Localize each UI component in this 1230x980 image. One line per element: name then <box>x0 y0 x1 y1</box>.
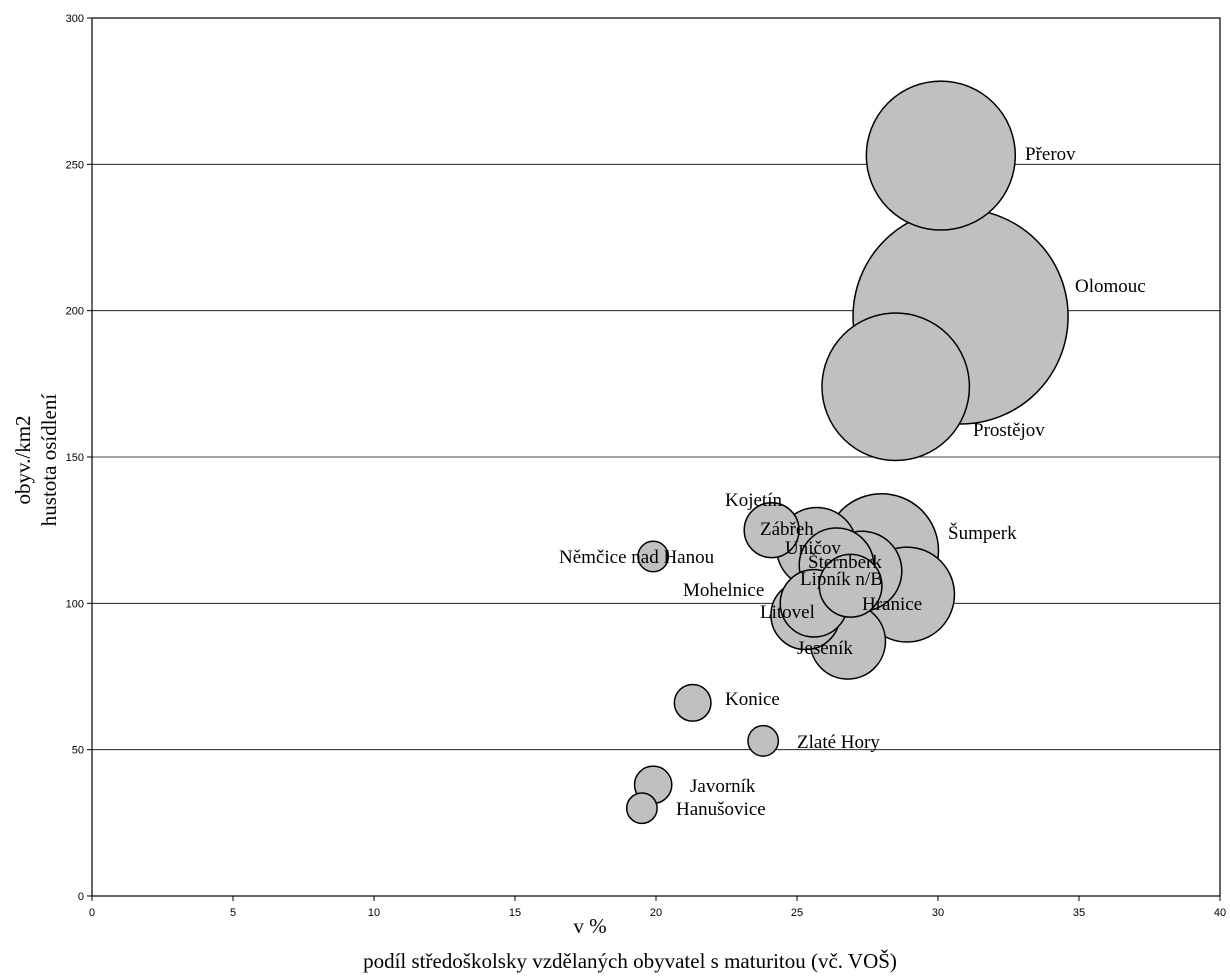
x-tick-label: 25 <box>791 907 803 919</box>
x-axis-ticks: 0 5 10 15 20 25 30 35 40 <box>89 896 1226 919</box>
x-tick-label: 15 <box>509 907 521 919</box>
bubble <box>821 312 971 462</box>
bubble <box>747 724 780 757</box>
bubble-label: Šternberk <box>808 551 882 573</box>
y-tick-label: 0 <box>78 891 84 903</box>
x-axis-title: podíl středoškolsky vzdělaných obyvatel … <box>363 949 897 973</box>
bubble-label: Litovel <box>760 602 815 623</box>
x-tick-label: 10 <box>368 907 380 919</box>
bubble-label: Hranice <box>862 594 922 615</box>
x-tick-label: 35 <box>1073 907 1085 919</box>
bubble <box>625 792 658 825</box>
gridlines <box>92 163 1220 751</box>
y-tick-label: 150 <box>66 452 84 464</box>
y-tick-label: 200 <box>66 306 84 318</box>
bubble <box>637 540 670 573</box>
x-tick-label: 40 <box>1214 907 1226 919</box>
bubble-label: Olomouc <box>1075 276 1146 297</box>
bubble-label: Prostějov <box>973 420 1045 441</box>
y-axis-title-line1: obyv./km2 <box>11 415 35 504</box>
y-tick-label: 300 <box>66 13 84 25</box>
bubble-label: Zlaté Hory <box>797 732 880 753</box>
bubble-labels: Přerov Olomouc Prostějov Šumperk Kojetín Zábř… <box>559 144 1146 820</box>
x-axis-unit: v % <box>573 914 606 938</box>
bubble-label: Němčice nad Hanou <box>559 547 715 568</box>
bubble-label: Javorník <box>690 776 756 797</box>
bubble <box>818 553 883 618</box>
y-axis-ticks: 0 50 100 150 200 250 300 <box>66 13 92 903</box>
x-tick-label: 20 <box>650 907 662 919</box>
y-tick-label: 100 <box>66 598 84 610</box>
bubble <box>743 502 800 559</box>
bubble-label: Mohelnice <box>683 580 764 601</box>
bubbles <box>625 80 1069 825</box>
y-tick-label: 250 <box>66 159 84 171</box>
bubble-label: Přerov <box>1025 144 1076 165</box>
bubble-label: Zábřeh <box>760 519 814 540</box>
bubble <box>865 80 1017 231</box>
bubble-label: Lipník n/B <box>800 569 883 590</box>
x-tick-label: 5 <box>230 907 236 919</box>
x-tick-label: 30 <box>932 907 944 919</box>
bubble-label: Uničov <box>785 538 841 559</box>
y-axis-title-line2: hustota osídlení <box>37 394 61 527</box>
bubble-label: Hanušovice <box>676 799 766 820</box>
bubble-label: Konice <box>725 689 780 710</box>
bubble-label: Šumperk <box>948 522 1017 544</box>
x-tick-label: 0 <box>89 907 95 919</box>
y-tick-label: 50 <box>72 745 84 757</box>
bubble-label: Jeseník <box>797 638 853 659</box>
bubble-label: Kojetín <box>725 490 782 511</box>
bubble <box>673 683 712 722</box>
